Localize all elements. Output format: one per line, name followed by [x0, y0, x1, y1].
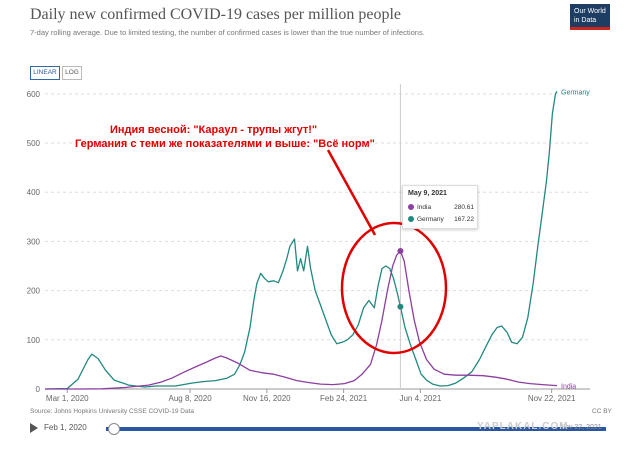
india-dot-icon — [408, 204, 414, 210]
series-lines — [44, 84, 558, 390]
x-axis: Mar 1, 2020 Aug 8, 2020 Nov 16, 2020 Feb 24… — [45, 388, 590, 403]
annotation-line-2: Германия с теми же показателями и выше: … — [75, 138, 375, 150]
y-tick-label: 300 — [27, 237, 41, 246]
x-tick-label: Jun 4, 2021 — [399, 394, 441, 403]
timeline-start-date: Feb 1, 2020 — [44, 423, 87, 432]
x-tick-label: Nov 16, 2020 — [243, 394, 291, 403]
y-axis: 0 100 200 300 400 500 600 — [27, 90, 41, 394]
timeline-handle[interactable] — [108, 423, 120, 435]
annotation-line-1: Индия весной: "Караул - трупы жгут!" — [110, 124, 318, 136]
series-line-germany[interactable] — [44, 91, 558, 390]
watermark: YAPLAKAL.COM — [477, 421, 569, 432]
tooltip: May 9, 2021 India 280.61 Germany 167.22 — [402, 185, 478, 229]
tooltip-series-value: 167.22 — [454, 216, 474, 223]
chart-subtitle: 7-day rolling average. Due to limited te… — [30, 28, 425, 37]
chart-title: Daily new confirmed COVID-19 cases per m… — [30, 6, 402, 23]
x-tick-label: Mar 1, 2020 — [46, 394, 89, 403]
y-tick-label: 100 — [27, 336, 41, 345]
tooltip-series-name: India — [417, 204, 432, 211]
hover-point-india — [397, 247, 404, 254]
x-tick-label: Aug 8, 2020 — [169, 394, 213, 403]
tooltip-series-value: 280.61 — [454, 204, 474, 211]
series-labels: Germany India — [561, 89, 590, 390]
source-note[interactable]: Source: Johns Hopkins University CSSE CO… — [30, 408, 195, 415]
timeline-slider[interactable] — [106, 427, 606, 431]
hover-point-germany — [397, 303, 404, 310]
timeline-end-date: Nov 22, 2021 — [560, 424, 602, 431]
y-tick-label: 600 — [27, 90, 41, 99]
y-tick-label: 500 — [27, 139, 41, 148]
series-line-india[interactable] — [45, 250, 558, 390]
tooltip-series-name: Germany — [417, 216, 444, 223]
linear-scale-toggle[interactable]: LINEAR — [30, 66, 60, 80]
series-label-india: India — [561, 384, 576, 391]
y-tick-label: 200 — [27, 287, 41, 296]
tooltip-row-germany: Germany 167.22 — [408, 215, 474, 224]
annotation-drawing — [326, 149, 448, 355]
play-icon[interactable] — [30, 423, 38, 433]
log-scale-toggle[interactable]: LOG — [62, 66, 82, 80]
x-tick-label: Nov 22, 2021 — [528, 394, 576, 403]
license-link[interactable]: CC BY — [592, 408, 612, 415]
x-tick-label: Feb 24, 2021 — [320, 394, 368, 403]
tooltip-row-india: India 280.61 — [408, 203, 474, 212]
germany-dot-icon — [408, 216, 414, 222]
annotation-arrow — [326, 149, 377, 236]
series-label-germany: Germany — [561, 89, 590, 96]
owid-logo[interactable]: Our World in Data — [570, 4, 610, 30]
y-tick-label: 0 — [36, 385, 41, 394]
tooltip-date: May 9, 2021 — [408, 190, 447, 197]
y-tick-label: 400 — [27, 188, 41, 197]
annotation-circle — [340, 221, 448, 355]
